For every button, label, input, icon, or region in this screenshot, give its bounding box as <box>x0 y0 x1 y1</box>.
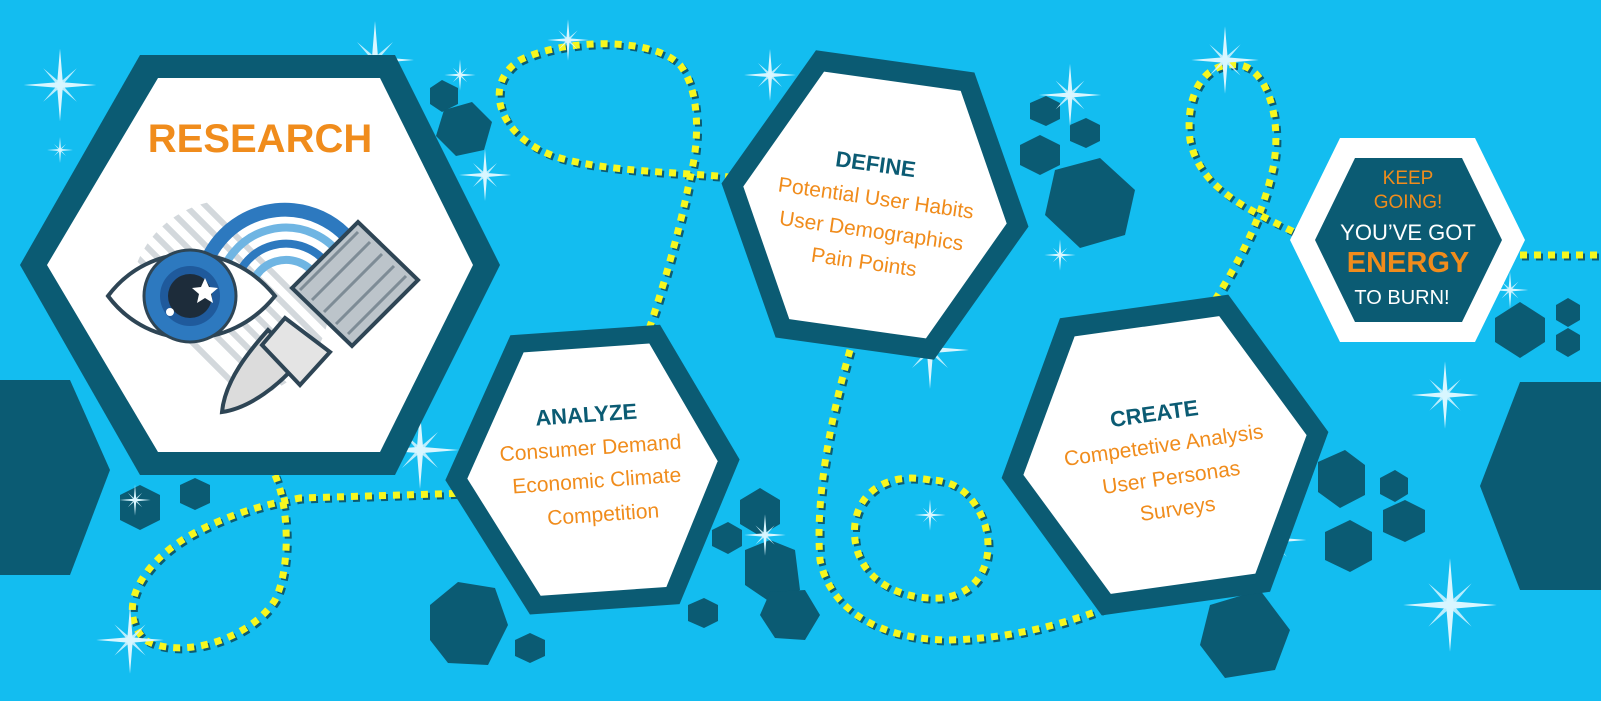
research-hexagon: RESEARCH <box>20 55 500 475</box>
dotted-path <box>128 40 1601 652</box>
keep-going-line-2: GOING! <box>1374 192 1443 213</box>
create-hexagon: CREATE Competetive Analysis User Persona… <box>1001 294 1329 616</box>
decorative-hexagons <box>0 80 1601 678</box>
keep-going-line-1: KEEP <box>1383 168 1434 189</box>
keep-going-line-3: YOU’VE GOT <box>1340 220 1476 245</box>
keep-going-line-4: ENERGY <box>1347 247 1469 279</box>
paint-brush-icon <box>219 219 421 415</box>
keep-going-hexagon: KEEP GOING! YOU’VE GOT ENERGY TO BURN! <box>1290 138 1525 342</box>
eye-icon <box>105 248 278 344</box>
define-hexagon: DEFINE Potential User Habits User Demogr… <box>721 50 1029 360</box>
analyze-hexagon: ANALYZE Consumer Demand Economic Climate… <box>445 324 740 615</box>
keep-going-line-5: TO BURN! <box>1354 287 1449 309</box>
research-illustration <box>105 180 421 420</box>
research-title: RESEARCH <box>148 117 372 161</box>
